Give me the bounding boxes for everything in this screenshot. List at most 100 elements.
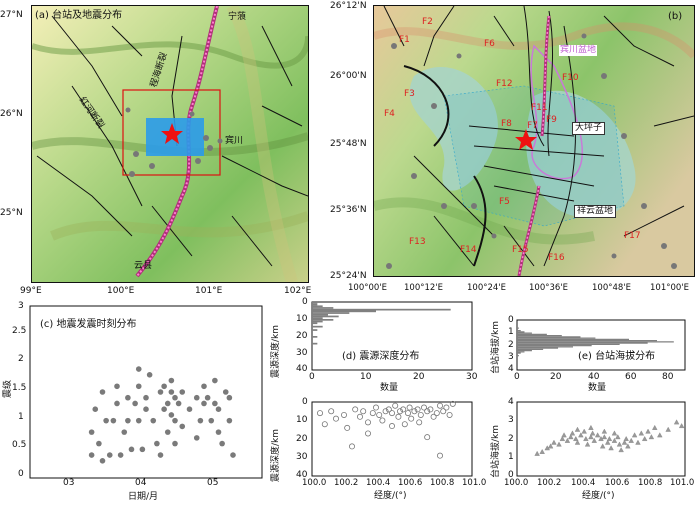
g-point-8 xyxy=(564,437,571,443)
f-xtick-1008: 100.8 xyxy=(430,478,455,488)
f-ytick-20: 20 xyxy=(296,434,308,444)
c-point-49 xyxy=(212,377,218,384)
g-point-0 xyxy=(534,450,540,456)
lon-tick-b2: 100°24'E xyxy=(467,283,506,293)
lat-tick-b2: 25°48'N xyxy=(330,139,367,149)
lon-tick-b1: 100°12'E xyxy=(404,283,443,293)
g-point-10 xyxy=(569,430,576,436)
f-point-8 xyxy=(360,408,367,415)
f-ytick-30: 30 xyxy=(296,452,308,462)
d-bar-3 xyxy=(312,307,334,309)
g-point-36 xyxy=(635,439,641,445)
f-point-10 xyxy=(369,410,376,417)
f-point-5 xyxy=(344,424,351,431)
d-xtick-30: 30 xyxy=(466,372,478,382)
c-point-44 xyxy=(197,417,204,424)
fault-f2: F2 xyxy=(422,17,433,27)
c-point-47 xyxy=(204,394,211,401)
c-point-17 xyxy=(135,366,142,372)
e-xtick-0: 0 xyxy=(514,372,520,382)
panel-d-label: (d) 震源深度分布 xyxy=(342,351,420,362)
f-xtick-1000: 100.0 xyxy=(302,478,327,488)
g-point-25 xyxy=(606,435,613,441)
f-point-0 xyxy=(317,410,324,417)
lat-tick-b4: 25°24'N xyxy=(330,271,367,281)
e-bar-14 xyxy=(517,346,573,348)
f-point-36 xyxy=(443,404,450,411)
d-bar-12 xyxy=(312,322,318,325)
c-point-40 xyxy=(179,423,186,430)
g-xtick-1000: 100.0 xyxy=(504,478,529,488)
panel-c-svg xyxy=(29,305,263,479)
g-point-28 xyxy=(615,434,621,440)
g-point-47 xyxy=(588,424,594,430)
c-point-38 xyxy=(175,400,182,407)
panel-d-svg xyxy=(311,301,473,371)
f-point-32 xyxy=(430,413,437,420)
panel-e-ylabel: 台站海拔/km xyxy=(491,320,501,374)
f-point-25 xyxy=(411,408,418,415)
panel-d-chart: (d) 震源深度分布 震源深度/km 数量 0 10 20 30 40 0 10… xyxy=(270,298,485,398)
g-point-34 xyxy=(628,437,634,443)
c-xtick-04: 04 xyxy=(135,478,147,488)
g-point-30 xyxy=(618,447,624,453)
c-point-4 xyxy=(99,389,106,395)
g-xtick-1010: 101.0 xyxy=(670,478,695,488)
e-xtick-60: 60 xyxy=(625,372,637,382)
f-point-12 xyxy=(376,411,383,418)
lon-tick-b0: 100°00'E xyxy=(348,283,387,293)
g-point-20 xyxy=(594,432,601,438)
e-bar-19 xyxy=(517,352,521,354)
f-ytick-10: 10 xyxy=(296,415,308,425)
c-point-50 xyxy=(212,400,218,407)
place-ningliang: 宁蒗 xyxy=(228,12,247,22)
f-point-28 xyxy=(417,411,424,418)
g-point-29 xyxy=(616,441,623,447)
panel-b-frame: (b) F1 F2 F3 F4 F5 F6 F7 F8 F9 F10 F11 F… xyxy=(373,5,695,277)
g-point-18 xyxy=(589,430,596,436)
c-xtick-05: 05 xyxy=(207,478,219,488)
g-point-38 xyxy=(641,435,648,441)
place-binchuan-basin: 宾川盆地 xyxy=(559,45,598,56)
panel-g-svg xyxy=(516,401,686,477)
g-point-5 xyxy=(556,441,562,447)
f-point-41 xyxy=(365,430,372,437)
c-point-15 xyxy=(128,446,135,453)
g-point-11 xyxy=(573,435,579,441)
lon-tick-b5: 101°00'E xyxy=(650,283,689,293)
e-bar-16 xyxy=(517,348,544,350)
fault-f14: F14 xyxy=(460,245,477,255)
g-ytick-4: 4 xyxy=(508,397,514,407)
g-point-15 xyxy=(583,435,589,441)
lon-tick-99: 99°E xyxy=(20,286,42,296)
g-xtick-1008: 100.8 xyxy=(638,478,663,488)
e-xtick-20: 20 xyxy=(550,372,562,382)
g-point-27 xyxy=(611,437,618,443)
e-bar-13 xyxy=(517,345,592,347)
lat-tick-b3: 25°36'N xyxy=(330,205,367,215)
f-point-20 xyxy=(400,406,407,413)
c-point-20 xyxy=(139,446,146,453)
f-point-42 xyxy=(436,452,443,459)
f-point-22 xyxy=(404,410,411,417)
lon-tick-b3: 100°36'E xyxy=(529,283,568,293)
panel-c-frame xyxy=(29,305,263,479)
g-point-35 xyxy=(631,432,638,438)
f-xtick-1002: 100.2 xyxy=(334,478,359,488)
c-point-43 xyxy=(193,435,200,441)
d-ytick-40: 40 xyxy=(296,364,308,374)
panel-f-ylabel: 震源深度/km xyxy=(271,428,281,482)
e-bar-9 xyxy=(517,340,657,342)
g-point-46 xyxy=(574,426,581,432)
f-point-7 xyxy=(357,413,364,420)
g-point-3 xyxy=(547,443,554,449)
fault-f13: F13 xyxy=(409,237,426,247)
g-point-44 xyxy=(673,419,680,425)
c-point-10 xyxy=(114,400,120,407)
c-ytick-0: 0 xyxy=(18,469,24,479)
f-point-3 xyxy=(333,415,340,422)
g-ytick-3: 3 xyxy=(508,415,514,425)
e-xtick-80: 80 xyxy=(662,372,674,382)
c-point-13 xyxy=(125,394,131,401)
g-xtick-1006: 100.6 xyxy=(605,478,630,488)
